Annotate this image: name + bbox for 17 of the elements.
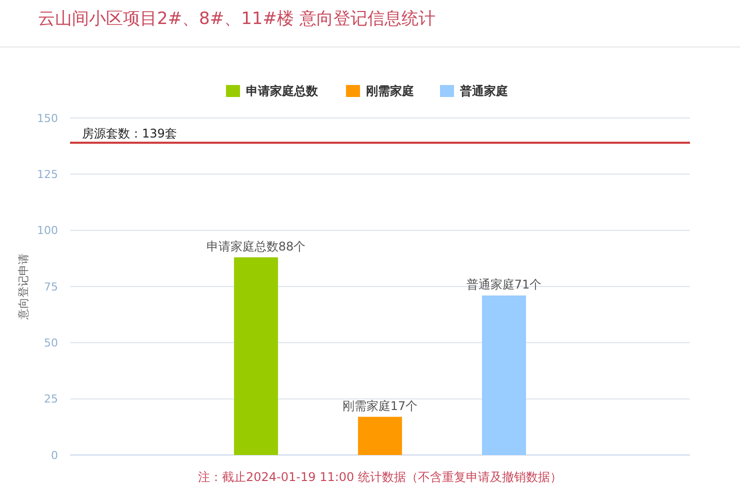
y-tick-label: 0 <box>51 448 58 462</box>
y-tick-label: 75 <box>44 280 58 294</box>
y-tick-label: 50 <box>44 336 58 350</box>
ref-line-label: 房源套数：139套 <box>82 126 177 141</box>
legend-label: 普通家庭 <box>459 84 508 98</box>
y-tick-label: 150 <box>37 112 58 125</box>
legend-label: 申请家庭总数 <box>246 84 319 98</box>
y-axis-title: 意向登记申请 <box>17 254 30 320</box>
y-tick-label: 100 <box>37 224 58 238</box>
legend-label: 刚需家庭 <box>366 84 414 98</box>
y-tick-label: 25 <box>44 392 58 406</box>
data-label: 普通家庭71个 <box>466 277 542 292</box>
text: 注：截止2024-01-19 11:00 统计数据（不含重复申请及撤销数据） <box>198 470 562 484</box>
data-label: 申请家庭总数88个 <box>206 239 306 254</box>
chart-title: 云山间小区项目2#、8#、11#楼 意向登记信息统计 <box>38 9 436 29</box>
y-tick-label: 125 <box>37 168 58 182</box>
data-label: 刚需家庭17个 <box>342 398 418 413</box>
